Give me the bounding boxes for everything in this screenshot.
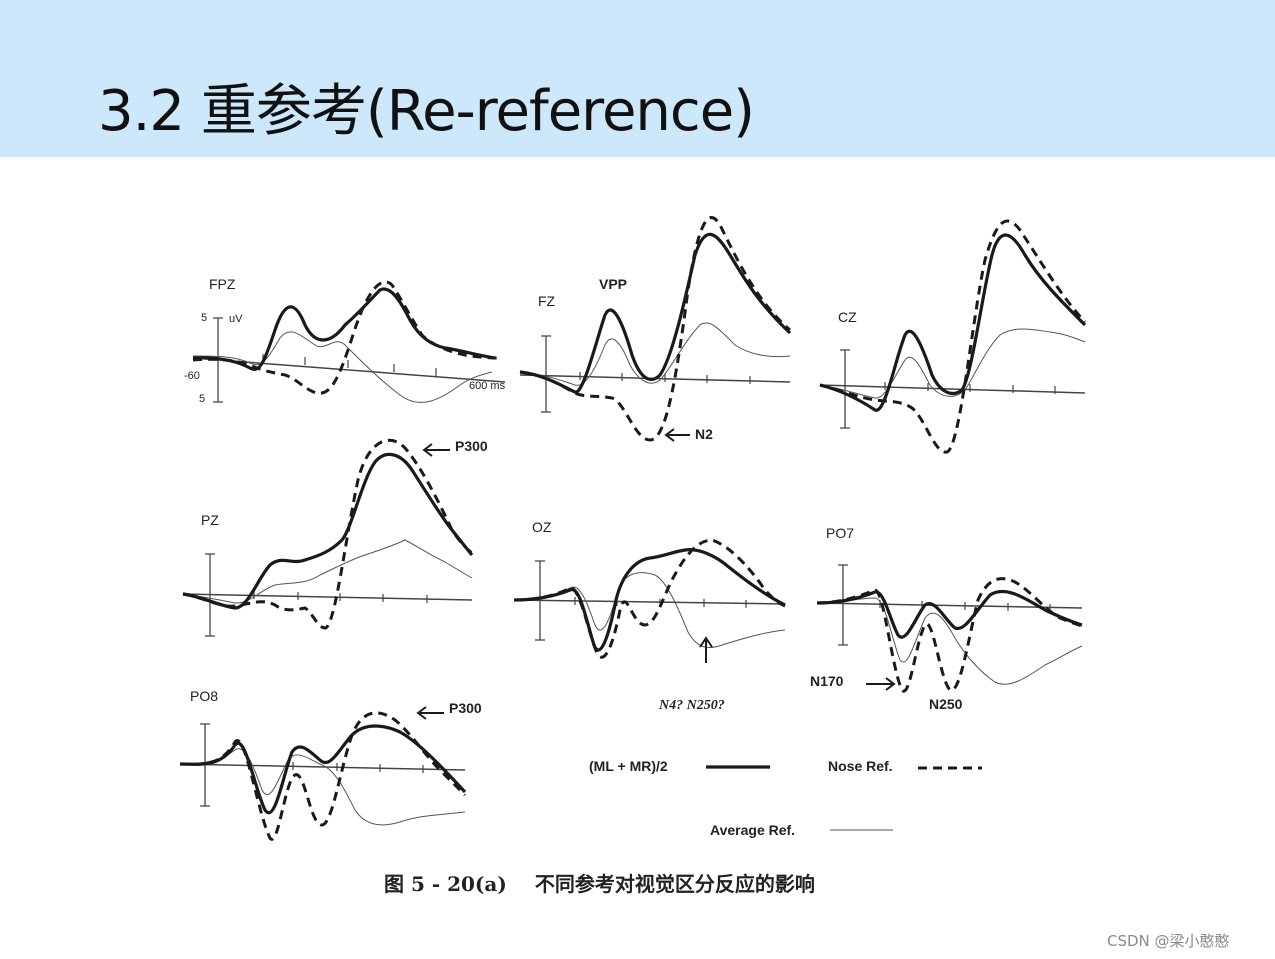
figure-caption: 图 5 - 20(a) 不同参考对视觉区分反应的影响 [384, 868, 815, 897]
caption-text: 不同参考对视觉区分反应的影响 [534, 872, 815, 896]
header-band [0, 0, 1275, 157]
channel-label-fpz: FPZ [209, 276, 236, 292]
oz-nose-trace [513, 538, 786, 659]
scale-time-end: 600 ms [469, 380, 506, 392]
cz-nose-trace [819, 219, 1087, 454]
po8-nose-trace [179, 711, 467, 841]
fpz-mastoid-trace [192, 287, 496, 371]
panel-cz: CZ [819, 219, 1087, 454]
legend-label-nose: Nose Ref. [828, 758, 893, 774]
fpz-nose-trace [192, 280, 499, 395]
channel-label-oz: OZ [532, 519, 552, 535]
panel-fpz: FPZ 5 uV 5 -60 600 ms [184, 276, 506, 405]
scale-unit: uV [229, 313, 243, 325]
oz-average-trace [513, 572, 786, 649]
panel-po8: PO8 P300 [179, 688, 482, 841]
slide-title: 3.2 重参考(Re-reference) [98, 79, 755, 144]
pz-mastoid-trace [182, 452, 474, 610]
fz-average-trace [519, 322, 791, 386]
annotation-vpp: VPP [599, 276, 627, 292]
scale-amp-top: 5 [201, 312, 207, 324]
legend-label-average: Average Ref. [710, 822, 795, 838]
annotation-n2: N2 [695, 426, 713, 442]
po8-average-trace [179, 748, 466, 826]
cz-mastoid-trace [819, 233, 1087, 412]
panel-po7: PO7 N170 N250 [810, 525, 1083, 712]
panel-fz: FZ VPP N2 [519, 216, 792, 442]
fpz-average-trace [192, 331, 493, 403]
fz-nose-trace [519, 216, 791, 442]
annotation-n250: N250 [929, 696, 963, 712]
watermark: CSDN @梁小憨憨 [1107, 932, 1230, 950]
cz-average-trace [819, 328, 1086, 399]
legend: (ML + MR)/2 Nose Ref. Average Ref. [589, 758, 982, 838]
annotation-n4-n250: N4? N250? [658, 698, 725, 713]
oz-mastoid-trace [513, 548, 786, 652]
panel-pz: PZ P300 [182, 438, 488, 637]
po7-average-trace [816, 597, 1083, 685]
channel-label-fz: FZ [538, 293, 556, 309]
annotation-n170: N170 [810, 673, 844, 689]
channel-label-po8: PO8 [190, 688, 218, 704]
scale-time-start: -60 [184, 370, 200, 382]
po7-mastoid-trace [816, 589, 1083, 639]
annotation-p300-pz: P300 [455, 438, 488, 454]
po8-mastoid-trace [179, 724, 467, 815]
pz-average-trace [182, 539, 473, 604]
annotation-p300-po8: P300 [449, 700, 482, 716]
channel-label-po7: PO7 [826, 525, 854, 541]
caption-figure-number: 图 5 - 20(a) [384, 872, 507, 896]
channel-label-cz: CZ [838, 309, 857, 325]
panel-oz: OZ N4? N250? [513, 519, 786, 713]
legend-label-mastoid: (ML + MR)/2 [589, 758, 668, 774]
fz-mastoid-trace [519, 232, 792, 394]
channel-label-pz: PZ [201, 512, 219, 528]
scale-amp-bottom: 5 [199, 393, 205, 405]
po7-nose-trace [816, 577, 1083, 693]
